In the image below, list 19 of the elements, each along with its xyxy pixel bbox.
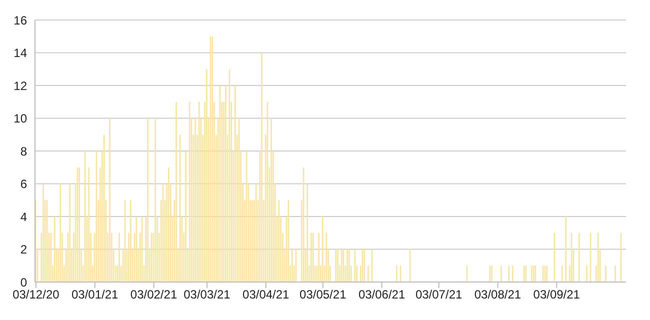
y-tick-label: 2 xyxy=(20,242,28,257)
y-tick-label: 14 xyxy=(14,46,28,60)
x-tick-label: 03/02/21 xyxy=(130,288,178,302)
y-tick-label: 16 xyxy=(14,13,28,28)
x-tick-label: 03/03/21 xyxy=(184,288,231,302)
y-tick-label: 12 xyxy=(14,78,28,93)
x-tick-label: 03/07/21 xyxy=(415,288,462,302)
x-tick-label: 03/12/20 xyxy=(12,288,60,302)
y-tick-label: 4 xyxy=(20,210,28,224)
x-tick-label: 03/06/21 xyxy=(358,288,406,302)
y-tick-label: 6 xyxy=(20,177,28,192)
x-tick-label: 03/05/21 xyxy=(300,288,347,302)
x-tick-label: 03/08/21 xyxy=(474,288,522,302)
x-tick-label: 03/04/21 xyxy=(242,288,290,302)
y-tick-label: 0 xyxy=(20,275,28,290)
y-tick-label: 10 xyxy=(14,112,28,126)
x-tick-label: 03/01/21 xyxy=(72,288,119,302)
y-tick-label: 8 xyxy=(20,144,28,158)
x-tick-label: 03/09/21 xyxy=(533,288,580,302)
